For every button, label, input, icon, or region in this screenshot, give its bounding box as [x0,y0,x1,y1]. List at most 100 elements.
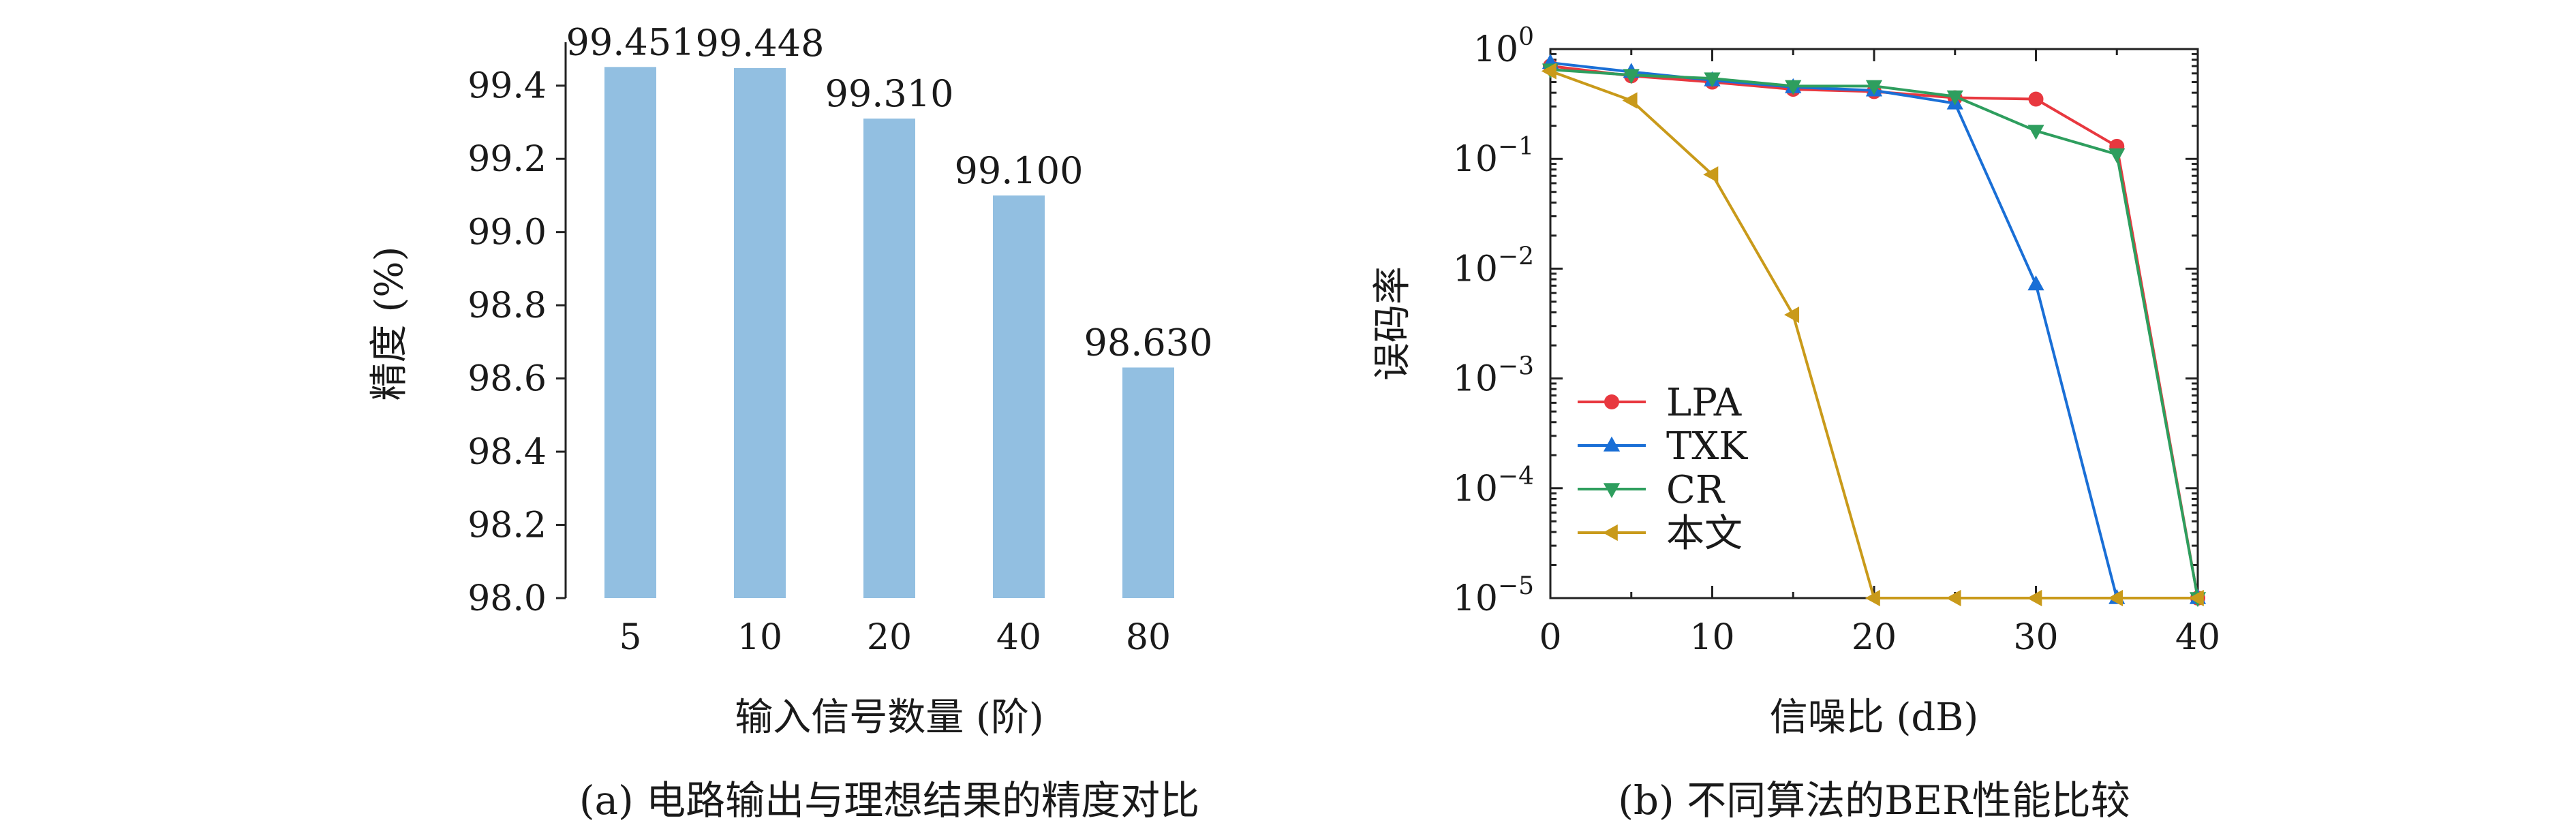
y-tick-base: 10 [1453,469,1498,510]
data-point [1622,92,1638,109]
y-tick-label: 99.2 [467,139,547,180]
series-LPA [1543,58,2205,606]
legend-item: 本文 [1578,512,1743,556]
legend-marker [1603,483,1621,499]
x-tick-label: 20 [1852,617,1897,658]
y-tick-base: 10 [1453,249,1498,290]
y-tick-label: 10−2 [1453,243,1534,290]
x-tick-labels: 0 10 20 30 40 [1539,617,2220,658]
x-tick-label: 10 [1689,617,1734,658]
bar-10 [734,67,786,598]
data-point [1623,69,1640,84]
bar-value-label: 99.451 [566,20,695,63]
bar-value-label: 99.448 [696,22,825,65]
data-point [1704,72,1721,88]
y-tick-exponent: 0 [1518,23,1534,51]
y-tick-exponent: −3 [1498,353,1534,381]
series-line [1550,68,2199,599]
x-tick-label: 0 [1539,617,1561,658]
x-tick-label: 80 [1126,617,1171,658]
data-point [2188,589,2204,607]
y-tick-label: 10−1 [1453,133,1534,180]
bar-value-label: 99.100 [955,149,1084,192]
y-tick-label: 98.8 [467,285,547,326]
legend-marker [1602,524,1618,542]
y-tick-base: 10 [1453,139,1498,180]
data-point [1865,80,1883,95]
legend-marker [1604,394,1619,409]
y-tick-label: 98.0 [467,578,547,619]
legend-item: TXK [1578,424,1748,469]
series-CR [1542,63,2207,608]
plot-frame [1549,48,2199,599]
bar-20 [863,119,915,599]
series-line [1550,64,2199,599]
data-point [2109,148,2126,163]
y-tick-label: 98.2 [467,505,547,546]
bar-value-label: 98.630 [1084,321,1213,364]
y-ticks [1550,48,2198,599]
y-tick-exponent: −5 [1498,572,1534,600]
data-point [1785,80,1802,95]
y-tick-label: 98.6 [467,359,547,400]
y-ticks [556,84,566,599]
data-point [1865,589,1880,607]
y-tick-label: 99.0 [467,213,547,253]
data-point [2028,91,2044,107]
legend-item: CR [1578,468,1726,512]
x-tick-labels: 5 10 20 40 80 [619,617,1171,658]
x-axis-title: 输入信号数量 (阶) [735,695,1044,740]
bar-group [604,67,1174,599]
x-tick-label: 40 [996,617,1041,658]
legend-label: TXK [1666,424,1748,469]
legend-label: 本文 [1666,512,1743,556]
series-TXK [1542,53,2207,604]
data-point [2108,589,2123,607]
data-point [1703,166,1719,183]
bar-value-label: 99.310 [825,72,954,115]
y-tick-base: 10 [1453,359,1498,400]
data-point [1946,90,1963,106]
data-point [2027,125,2044,140]
series-group [1541,53,2207,608]
y-axis-title: 误码率 [1370,266,1415,381]
bar-80 [1122,367,1174,598]
bar-5 [604,67,656,598]
y-tick-base: 10 [1453,578,1498,619]
x-tick-label: 40 [2175,617,2220,658]
y-tick-label: 100 [1473,23,1534,70]
data-point [2027,589,2042,607]
legend-marker [1603,436,1621,452]
data-point [2027,275,2044,291]
x-tick-label: 20 [867,617,912,658]
y-tick-label: 10−3 [1453,353,1534,400]
series-line [1550,61,2198,599]
x-ticks [1549,49,2199,598]
y-tick-label: 99.4 [467,66,547,107]
legend-item: LPA [1578,381,1742,425]
legend-label: CR [1666,468,1726,512]
y-tick-label: 98.4 [467,432,547,473]
caption-a: (a) 电路输出与理想结果的精度对比 [579,777,1199,824]
caption-b: (b) 不同算法的BER性能比较 [1618,777,2130,824]
data-point [1541,63,1557,80]
y-tick-base: 10 [1473,29,1518,70]
data-point [1784,307,1800,324]
x-axis-title: 信噪比 (dB) [1770,695,1979,740]
series-本文 [1541,63,2204,607]
y-tick-exponent: −2 [1498,243,1534,270]
x-tick-label: 5 [619,617,641,658]
y-tick-exponent: −4 [1498,463,1534,490]
y-tick-label: 10−4 [1453,463,1534,510]
bar-40 [993,195,1045,598]
accuracy-bar-chart: 98.0 98.2 98.4 98.6 98.8 99.0 99.2 99.4 5 10 20 40… [367,20,1212,824]
legend-label: LPA [1666,381,1742,425]
y-tick-labels: 98.0 98.2 98.4 98.6 98.8 99.0 99.2 99.4 [467,66,547,619]
y-tick-exponent: −1 [1498,133,1534,161]
y-tick-label: 10−5 [1453,572,1534,619]
